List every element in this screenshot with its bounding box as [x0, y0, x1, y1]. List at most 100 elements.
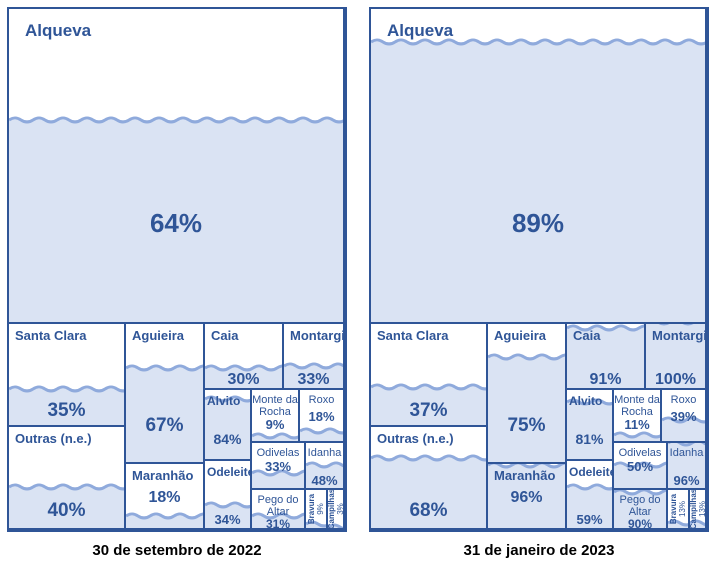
reservoir-name: Campilhas [688, 488, 698, 530]
reservoir-name: Roxo [308, 394, 335, 406]
reservoir-pego-do-altar: Pego do Altar 31% [250, 488, 306, 530]
reservoir-pct: 13% [678, 501, 687, 518]
reservoir-campilhas: Campilhas 13% [688, 488, 707, 530]
wave-icon [306, 520, 326, 528]
wave-icon [252, 432, 298, 440]
reservoir-pct: 90% [627, 516, 653, 530]
reservoir-aguieira: Aguieira 75% [486, 322, 567, 464]
reservoir-pct: 59% [576, 511, 603, 527]
reservoir-pct: 34% [214, 511, 241, 527]
wave-icon [284, 362, 343, 370]
reservoir-name: Caia [211, 328, 239, 343]
reservoir-alqueva: Alqueva 89% [369, 7, 707, 324]
reservoir-name: Outras (n.e.) [377, 431, 454, 446]
reservoir-odivelas: Odivelas 50% [612, 441, 668, 490]
reservoir-name: Odeleite [569, 465, 614, 479]
reservoir-idanha: Idanha 96% [666, 441, 707, 490]
reservoir-montargil: Montargil 100% [644, 322, 707, 390]
reservoir-pct: 13% [697, 501, 707, 518]
water-level-fill [668, 443, 705, 488]
wave-icon [9, 483, 124, 491]
wave-icon [9, 385, 124, 393]
reservoir-odeleite: Odeleite 34% [203, 459, 252, 530]
reservoir-name: Montargil [290, 328, 345, 343]
reservoir-outras-n-e: Outras (n.e.) 40% [7, 425, 126, 530]
reservoir-pct: 31% [265, 516, 291, 530]
water-level-fill [614, 464, 666, 488]
water-level-fill [567, 327, 644, 388]
water-level-fill [488, 464, 565, 528]
reservoir-name: Campilhas [326, 488, 336, 530]
wave-icon [614, 490, 666, 496]
reservoir-name: Odivelas [256, 447, 300, 459]
water-level-fill [668, 522, 688, 528]
water-level-fill [205, 368, 282, 388]
reservoir-santa-clara: Santa Clara 37% [369, 322, 488, 427]
reservoir-pct: 91% [589, 371, 622, 389]
reservoir-pct: 81% [575, 431, 604, 448]
reservoir-roxo: Roxo 39% [660, 388, 707, 443]
wave-icon [205, 364, 282, 372]
wave-icon [668, 443, 705, 447]
reservoir-caia: Caia 91% [565, 322, 646, 390]
reservoir-name: Outras (n.e.) [15, 431, 92, 446]
wave-icon [614, 431, 660, 439]
reservoir-maranhao: Maranhão 96% [486, 462, 567, 530]
reservoir-pct: 39% [670, 408, 697, 424]
water-level-fill [9, 388, 124, 425]
water-level-fill [371, 386, 486, 425]
wave-icon [371, 454, 486, 462]
reservoir-pct: 18% [148, 488, 181, 506]
wave-icon [371, 383, 486, 391]
reservoir-alvito: Alvito 81% [565, 388, 614, 461]
water-level-fill [126, 516, 203, 528]
reservoir-pct: 64% [149, 207, 203, 238]
reservoir-pct: 67% [145, 414, 184, 436]
reservoir-idanha: Idanha 48% [304, 441, 345, 490]
reservoir-name: Aguieira [494, 328, 547, 343]
reservoir-pct: 35% [47, 400, 86, 422]
water-level-fill [614, 435, 660, 441]
wave-icon [690, 519, 705, 526]
reservoir-label: Campilhas 13% [688, 488, 707, 530]
reservoir-name: Idanha [669, 447, 704, 459]
reservoir-pct: 3% [335, 503, 345, 515]
water-level-fill [300, 431, 343, 441]
reservoir-santa-clara: Santa Clara 35% [7, 322, 126, 427]
water-level-fill [126, 368, 203, 462]
reservoir-name: Montargil [652, 328, 707, 343]
reservoir-name: Aguieira [132, 328, 185, 343]
reservoir-pct: 33% [264, 458, 292, 474]
reservoir-maranhao: Maranhão 18% [124, 462, 205, 530]
water-level-fill [662, 420, 705, 441]
water-level-fill [284, 366, 343, 388]
wave-icon [306, 461, 343, 469]
wave-icon [567, 483, 612, 491]
water-level-fill [614, 492, 666, 528]
reservoir-pct: 84% [213, 431, 242, 448]
reservoir-pct: 9% [316, 503, 325, 515]
reservoir-pct: 100% [655, 371, 696, 389]
reservoir-alqueva: Alqueva 64% [7, 7, 345, 324]
water-level-fill [690, 522, 705, 528]
reservoir-name: Roxo [670, 394, 697, 406]
reservoir-name: Bravura [307, 493, 316, 525]
water-level-fill [252, 515, 304, 528]
reservoir-alvito: Alvito 84% [203, 388, 252, 461]
reservoir-bravura: Bravura 9% [304, 488, 328, 530]
wave-icon [252, 512, 304, 520]
reservoir-montargil: Montargil 33% [282, 322, 345, 390]
wave-icon [9, 116, 343, 124]
reservoir-pct: 33% [297, 371, 330, 389]
reservoir-caia: Caia 30% [203, 322, 284, 390]
reservoir-odeleite: Odeleite 59% [565, 459, 614, 530]
wave-icon [126, 512, 203, 520]
reservoir-monte-da-rocha: Monte da Rocha 11% [612, 388, 662, 443]
wave-icon [668, 519, 688, 527]
wave-icon [567, 398, 612, 405]
water-level-fill [306, 465, 343, 488]
reservoir-name: Alqueva [25, 21, 92, 40]
reservoir-roxo: Roxo 18% [298, 388, 345, 443]
water-level-fill [9, 486, 124, 528]
water-level-fill [205, 504, 250, 528]
